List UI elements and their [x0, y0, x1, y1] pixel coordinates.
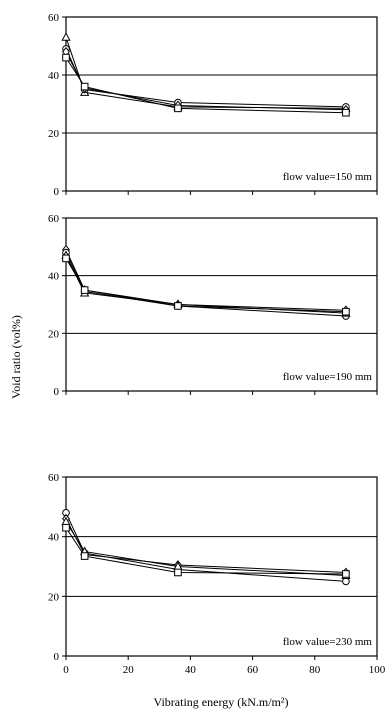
y-tick-label: 60: [48, 472, 60, 484]
series-line-circle: [65, 512, 346, 582]
data-point-square: [174, 302, 182, 310]
flow-value-annotation: flow value=230 mm: [283, 636, 373, 648]
y-tick-label: 20: [48, 591, 60, 603]
series-line-square: [65, 527, 346, 575]
series-line-square: [65, 258, 346, 313]
x-tick-label: 0: [63, 664, 69, 676]
data-point-circle: [342, 577, 350, 586]
plot-frame: [65, 16, 378, 192]
y-tick-label: 0: [54, 386, 60, 398]
x-axis-title: Vibrating energy (kN.m/m²): [154, 695, 289, 709]
data-point-square: [80, 552, 89, 560]
y-tick-label: 40: [48, 532, 60, 544]
data-point-square: [80, 286, 89, 294]
data-point-square: [174, 104, 182, 113]
data-point-triangle: [61, 32, 71, 41]
x-tick-label: 100: [369, 664, 386, 676]
data-point-square: [80, 82, 89, 91]
series-line-diamond: [65, 51, 346, 111]
y-tick-label: 40: [48, 70, 60, 82]
data-point-square: [342, 108, 350, 117]
flow-value-annotation: flow value=150 mm: [283, 171, 373, 183]
series-line-triangle: [65, 37, 346, 109]
y-tick-label: 0: [54, 186, 60, 198]
data-point-square: [342, 570, 350, 578]
series-line-diamond: [65, 249, 346, 311]
series-line-circle: [65, 48, 346, 108]
y-tick-label: 60: [48, 213, 60, 225]
plot-frame: [65, 217, 378, 392]
x-tick-label: 80: [309, 664, 321, 676]
data-point-square: [342, 307, 350, 316]
x-tick-label: 60: [247, 664, 259, 676]
x-tick-label: 40: [185, 664, 197, 676]
y-tick-label: 40: [48, 271, 60, 283]
chart-panel-2: 0 20 40 60 flow value=190 mm: [48, 213, 378, 398]
series-line-diamond: [65, 518, 346, 573]
series-line-triangle: [65, 255, 346, 314]
chart-panel-3: 0 20 40 60 0 20 40 60 80 100 flow value=230 mm: [48, 472, 386, 676]
chart-panel-1: 0 20 40 60 flow value=150 mm: [48, 12, 378, 198]
series-line-square: [65, 57, 346, 114]
y-tick-label: 60: [48, 12, 60, 24]
data-point-square: [62, 254, 70, 263]
y-axis-title: Void ratio (vol%): [9, 315, 23, 399]
flow-value-annotation: flow value=190 mm: [283, 371, 373, 383]
y-tick-label: 20: [48, 328, 60, 340]
y-tick-label: 0: [54, 651, 60, 663]
x-tick-label: 20: [123, 664, 135, 676]
y-tick-label: 20: [48, 128, 60, 140]
series-line-triangle: [65, 521, 346, 576]
data-point-square: [62, 53, 70, 62]
data-point-square: [174, 568, 182, 577]
data-point-square: [62, 523, 70, 532]
plot-frame: [65, 476, 378, 657]
